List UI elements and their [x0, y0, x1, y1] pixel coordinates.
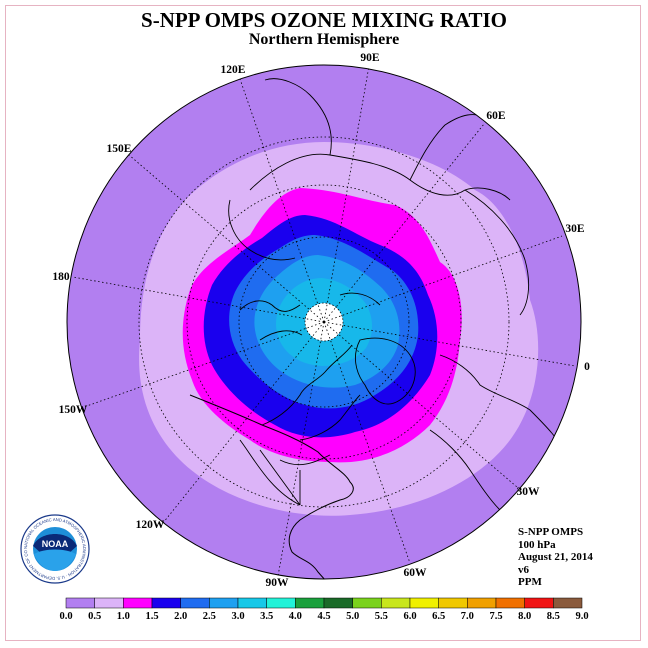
colorbar-cell — [151, 597, 181, 609]
product-info: S-NPP OMPS 100 hPa August 21, 2014 v6 PP… — [518, 526, 593, 589]
colorbar-cell — [438, 597, 468, 609]
colorbar-tick-label: 5.5 — [375, 611, 388, 622]
lon-label-90w: 90W — [266, 577, 290, 589]
logo-text: NOAA — [42, 539, 69, 549]
info-units: PPM — [518, 576, 542, 588]
colorbar-cell — [65, 597, 95, 609]
colorbar-tick-label: 1.0 — [117, 611, 130, 622]
colorbar-tick-label: 0.0 — [59, 611, 72, 622]
colorbar-cell — [467, 597, 497, 609]
colorbar-tick-label: 7.5 — [489, 611, 502, 622]
colorbar-tick-label: 6.0 — [403, 611, 416, 622]
colorbar-tick-label: 5.0 — [346, 611, 359, 622]
coastlines — [189, 78, 571, 579]
lon-label-180: 180 — [52, 271, 70, 283]
colorbar-cell — [381, 597, 411, 609]
lon-label-150e: 150E — [107, 143, 132, 155]
colorbar-tick-label: 4.0 — [289, 611, 302, 622]
colorbar-cell — [266, 597, 296, 609]
colorbar-tick-label: 0.5 — [88, 611, 101, 622]
colorbar-tick-label: 4.5 — [317, 611, 330, 622]
noaa-logo: NATIONAL OCEANIC AND ATMOSPHERIC ADMINIS… — [20, 514, 90, 584]
lon-label-150w: 150W — [59, 404, 88, 416]
info-version: v6 — [518, 563, 529, 576]
lon-label-60w: 60W — [404, 567, 428, 579]
map-border — [66, 64, 582, 580]
colorbar-tick-label: 9.0 — [575, 611, 588, 622]
lon-label-120e: 120E — [221, 64, 246, 76]
lon-label-0: 0 — [584, 361, 590, 373]
colorbar-cell — [409, 597, 439, 609]
figure-title: S-NPP OMPS OZONE MIXING RATIO — [141, 8, 507, 32]
colorbar-cell — [495, 597, 525, 609]
graticule — [72, 65, 576, 577]
colorbar-tick-labels: 0.0 0.5 1.0 1.5 2.0 2.5 3.0 3.5 4.0 4.5 5.0 5.5 6.0 6… — [59, 611, 588, 622]
info-instrument: S-NPP OMPS — [518, 526, 584, 538]
colorbar-tick-label: 2.5 — [203, 611, 216, 622]
info-date: August 21, 2014 — [518, 551, 593, 563]
figure-subtitle: Northern Hemisphere — [248, 31, 400, 48]
colorbar-cell — [94, 597, 124, 609]
info-level: 100 hPa — [518, 538, 556, 551]
lon-label-30w: 30W — [517, 486, 541, 498]
colorbar-tick-label: 3.0 — [231, 611, 244, 622]
colorbar-cell — [295, 597, 325, 609]
colorbar-cell — [237, 597, 267, 609]
colorbar-tick-label: 8.5 — [547, 611, 560, 622]
colorbar-tick-label: 1.5 — [145, 611, 158, 622]
colorbar-cell — [180, 597, 210, 609]
lon-label-120w: 120W — [136, 519, 165, 531]
colorbar-cell — [553, 597, 583, 609]
colorbar-tick-label: 6.5 — [432, 611, 445, 622]
figure-frame — [5, 5, 641, 641]
colorbar-tick-label: 7.0 — [461, 611, 474, 622]
lon-label-60e: 60E — [486, 110, 506, 122]
colorbar-cell — [209, 597, 239, 609]
colorbar-cell — [323, 597, 353, 609]
colorbar-cells — [65, 597, 583, 609]
colorbar-cell — [352, 597, 382, 609]
colorbar-cell — [524, 597, 554, 609]
colorbar-tick-label: 3.5 — [260, 611, 273, 622]
colorbar-tick-label: 8.0 — [518, 611, 531, 622]
colorbar-cell — [123, 597, 153, 609]
longitude-labels: 90E 60E 30E 0 30W 60W 90W 120W 150W 180 … — [52, 52, 590, 589]
lon-label-30e: 30E — [565, 223, 585, 235]
lon-label-90e: 90E — [360, 52, 380, 64]
colorbar-tick-label: 2.0 — [174, 611, 187, 622]
